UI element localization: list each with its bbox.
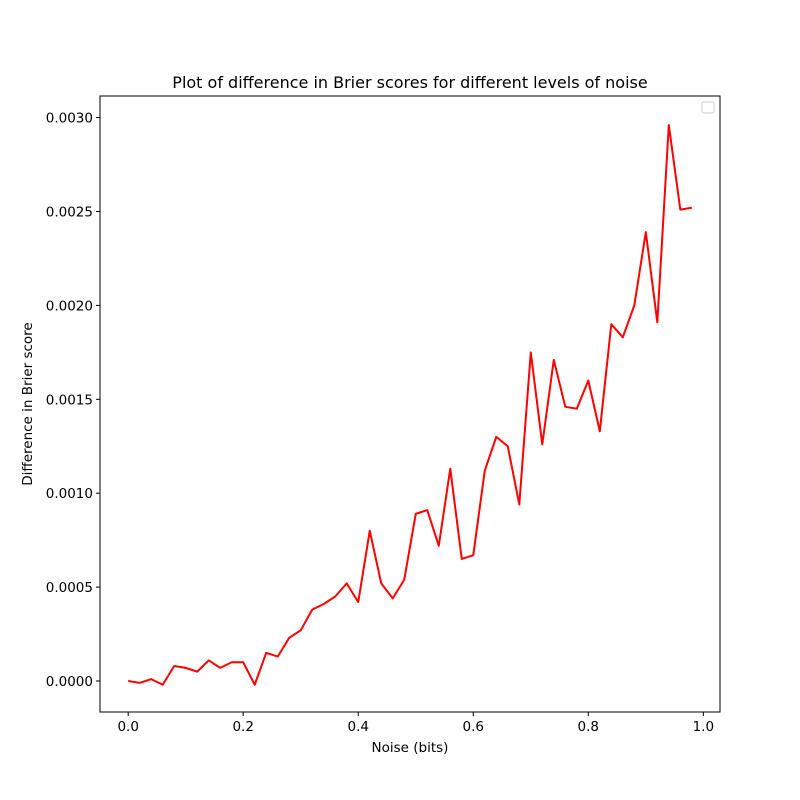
x-tick-label: 0.8 (578, 719, 599, 735)
x-axis: 0.0 0.2 0.4 0.6 0.8 1.0 (117, 712, 714, 735)
y-tick-label: 0.0010 (46, 486, 93, 502)
series-layer (128, 124, 692, 686)
x-axis-label: Noise (bits) (372, 740, 449, 756)
series-line (128, 124, 692, 686)
x-tick-label: 0.0 (117, 719, 138, 735)
y-axis: 0.0000 0.0005 0.0010 0.0015 0.0020 0.0025 0.00… (46, 111, 100, 690)
y-tick-label: 0.0025 (46, 205, 93, 221)
x-tick-label: 0.4 (347, 719, 368, 735)
x-tick-label: 1.0 (693, 719, 714, 735)
y-tick-label: 0.0005 (46, 580, 93, 596)
legend-box (701, 101, 715, 114)
y-tick-label: 0.0015 (46, 392, 93, 408)
y-tick-label: 0.0000 (46, 674, 93, 690)
chart-title: Plot of difference in Brier scores for d… (172, 73, 647, 92)
x-tick-label: 0.6 (463, 719, 484, 735)
y-tick-label: 0.0030 (46, 111, 93, 127)
x-tick-label: 0.2 (232, 719, 253, 735)
plot-area (99, 95, 721, 713)
plot-frame (99, 95, 721, 713)
y-axis-label: Difference in Brier score (20, 322, 36, 485)
y-tick-label: 0.0020 (46, 298, 93, 314)
